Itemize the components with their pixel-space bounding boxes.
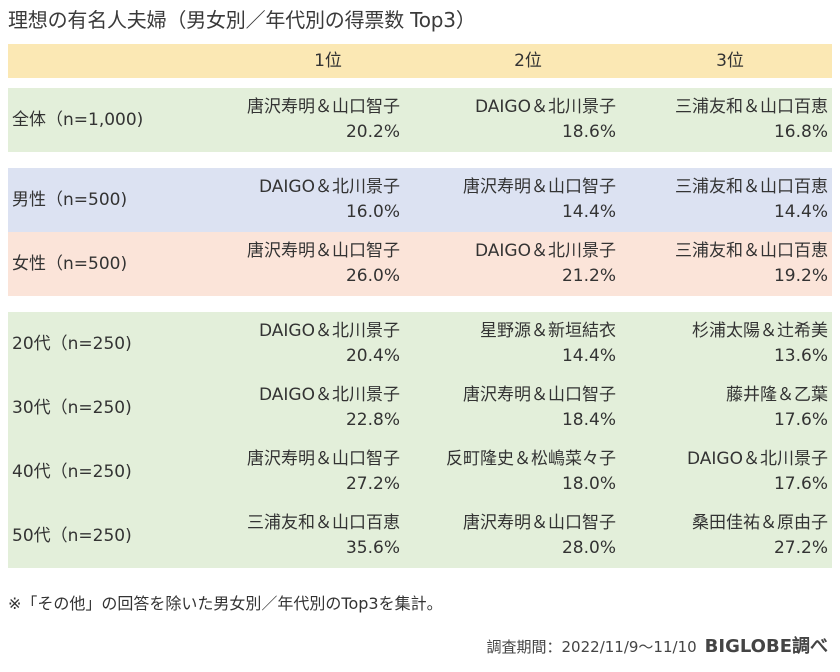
couple-name: DAIGO＆北川景子 xyxy=(259,321,400,341)
couple-name: 桑田佳祐＆原由子 xyxy=(692,513,828,533)
row-label: 20代（n=250) xyxy=(12,334,132,354)
row-label: 女性（n=500) xyxy=(12,254,128,274)
rank-3-cell: 桑田佳祐＆原由子 27.2% xyxy=(628,504,828,568)
table-row: 男性（n=500) DAIGO＆北川景子 16.0% 唐沢寿明＆山口智子 14.4% 三浦… xyxy=(8,168,832,232)
rank-3-cell: 三浦友和＆山口百恵 14.4% xyxy=(628,168,828,232)
couple-name: DAIGO＆北川景子 xyxy=(259,177,400,197)
couple-name: 反町隆史＆松嶋菜々子 xyxy=(446,449,616,469)
survey-period: 調査期間：2022/11/9～11/10 xyxy=(486,638,697,656)
row-label: 30代（n=250) xyxy=(12,398,132,418)
couple-name: 杉浦太陽＆辻希美 xyxy=(692,321,828,341)
table-row: 40代（n=250) 唐沢寿明＆山口智子 27.2% 反町隆史＆松嶋菜々子 18.0% D… xyxy=(8,440,832,504)
couple-name: DAIGO＆北川景子 xyxy=(687,449,828,469)
couple-name: 唐沢寿明＆山口智子 xyxy=(463,385,616,405)
rank-3-cell: 三浦友和＆山口百恵 19.2% xyxy=(628,232,828,296)
couple-name: 唐沢寿明＆山口智子 xyxy=(247,241,400,261)
rank-1-cell: DAIGO＆北川景子 20.4% xyxy=(228,312,400,376)
table-header: 1位 2位 3位 xyxy=(8,44,832,78)
vote-percentage: 19.2% xyxy=(773,266,828,286)
source-credit: 調査期間：2022/11/9～11/10 BIGLOBE調べ xyxy=(487,632,828,662)
couple-name: DAIGO＆北川景子 xyxy=(475,97,616,117)
vote-percentage: 18.0% xyxy=(561,474,616,494)
vote-percentage: 28.0% xyxy=(561,538,616,558)
couple-name: 唐沢寿明＆山口智子 xyxy=(247,97,400,117)
vote-percentage: 17.6% xyxy=(773,474,828,494)
vote-percentage: 13.6% xyxy=(773,346,828,366)
brand-logo: BIGLOBE調べ xyxy=(704,636,828,657)
rank-3-cell: 杉浦太陽＆辻希美 13.6% xyxy=(628,312,828,376)
couple-name: 唐沢寿明＆山口智子 xyxy=(463,513,616,533)
row-label: 男性（n=500) xyxy=(12,190,128,210)
rank-1-cell: 三浦友和＆山口百恵 35.6% xyxy=(228,504,400,568)
vote-percentage: 17.6% xyxy=(773,410,828,430)
vote-percentage: 18.6% xyxy=(561,122,616,142)
vote-percentage: 14.4% xyxy=(773,202,828,222)
table-row: 女性（n=500) 唐沢寿明＆山口智子 26.0% DAIGO＆北川景子 21.2% 三浦… xyxy=(8,232,832,296)
table-row: 全体（n=1,000) 唐沢寿明＆山口智子 20.2% DAIGO＆北川景子 18.6%… xyxy=(8,88,832,152)
rank-3-cell: 藤井隆＆乙葉 17.6% xyxy=(628,376,828,440)
rank-2-cell: 唐沢寿明＆山口智子 14.4% xyxy=(428,168,616,232)
couple-name: 唐沢寿明＆山口智子 xyxy=(247,449,400,469)
table-row: 30代（n=250) DAIGO＆北川景子 22.8% 唐沢寿明＆山口智子 18.4% 藤… xyxy=(8,376,832,440)
couple-name: 藤井隆＆乙葉 xyxy=(726,385,828,405)
rank-2-cell: 唐沢寿明＆山口智子 18.4% xyxy=(428,376,616,440)
row-label: 全体（n=1,000) xyxy=(12,110,144,130)
vote-percentage: 16.0% xyxy=(345,202,400,222)
couple-name: DAIGO＆北川景子 xyxy=(475,241,616,261)
vote-percentage: 27.2% xyxy=(773,538,828,558)
couple-name: 三浦友和＆山口百恵 xyxy=(247,513,400,533)
couple-name: 三浦友和＆山口百恵 xyxy=(675,177,828,197)
rank-3-cell: 三浦友和＆山口百恵 16.8% xyxy=(628,88,828,152)
vote-percentage: 14.4% xyxy=(561,202,616,222)
row-label: 50代（n=250) xyxy=(12,526,132,546)
vote-percentage: 27.2% xyxy=(345,474,400,494)
rank-1-cell: 唐沢寿明＆山口智子 20.2% xyxy=(228,88,400,152)
couple-name: 唐沢寿明＆山口智子 xyxy=(463,177,616,197)
vote-percentage: 35.6% xyxy=(345,538,400,558)
column-header-rank-2: 2位 xyxy=(514,51,542,71)
table-row: 20代（n=250) DAIGO＆北川景子 20.4% 星野源＆新垣結衣 14.4% 杉浦… xyxy=(8,312,832,376)
rank-1-cell: 唐沢寿明＆山口智子 27.2% xyxy=(228,440,400,504)
column-header-rank-1: 1位 xyxy=(314,51,342,71)
rank-1-cell: DAIGO＆北川景子 16.0% xyxy=(228,168,400,232)
vote-percentage: 18.4% xyxy=(561,410,616,430)
vote-percentage: 21.2% xyxy=(561,266,616,286)
table-row: 50代（n=250) 三浦友和＆山口百恵 35.6% 唐沢寿明＆山口智子 28.0% 桑田… xyxy=(8,504,832,568)
rank-2-cell: 反町隆史＆松嶋菜々子 18.0% xyxy=(428,440,616,504)
rank-2-cell: 星野源＆新垣結衣 14.4% xyxy=(428,312,616,376)
vote-percentage: 26.0% xyxy=(345,266,400,286)
footnote: ※「その他」の回答を除いた男女別／年代別のTop3を集計。 xyxy=(8,594,443,613)
vote-percentage: 20.2% xyxy=(345,122,400,142)
couple-name: DAIGO＆北川景子 xyxy=(259,385,400,405)
row-label: 40代（n=250) xyxy=(12,462,132,482)
rank-1-cell: 唐沢寿明＆山口智子 26.0% xyxy=(228,232,400,296)
rank-3-cell: DAIGO＆北川景子 17.6% xyxy=(628,440,828,504)
couple-name: 三浦友和＆山口百恵 xyxy=(675,97,828,117)
rank-1-cell: DAIGO＆北川景子 22.8% xyxy=(228,376,400,440)
vote-percentage: 14.4% xyxy=(561,346,616,366)
couple-name: 星野源＆新垣結衣 xyxy=(480,321,616,341)
rank-2-cell: 唐沢寿明＆山口智子 28.0% xyxy=(428,504,616,568)
vote-percentage: 16.8% xyxy=(773,122,828,142)
rank-2-cell: DAIGO＆北川景子 18.6% xyxy=(428,88,616,152)
couple-name: 三浦友和＆山口百恵 xyxy=(675,241,828,261)
rank-2-cell: DAIGO＆北川景子 21.2% xyxy=(428,232,616,296)
vote-percentage: 22.8% xyxy=(345,410,400,430)
chart-title: 理想の有名人夫婦（男女別／年代別の得票数 Top3） xyxy=(8,8,476,32)
column-header-rank-3: 3位 xyxy=(716,51,744,71)
vote-percentage: 20.4% xyxy=(345,346,400,366)
